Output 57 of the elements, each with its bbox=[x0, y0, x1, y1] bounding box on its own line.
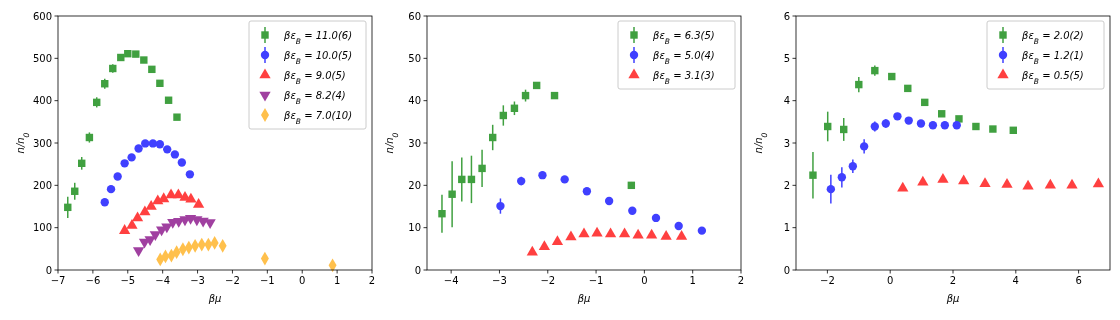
y-tick-label: 500 bbox=[32, 52, 52, 64]
x-axis-title: βμ bbox=[576, 293, 591, 304]
legend-label: βε$_{B}$ = 3.1(3) bbox=[652, 70, 715, 86]
legend-label: βε$_{B}$ = 0.5(5) bbox=[1021, 70, 1084, 86]
y-tick-label: 5 bbox=[783, 52, 790, 64]
legend-label: βε$_{B}$ = 6.3(5) bbox=[652, 30, 715, 46]
legend-label: βε$_{B}$ = 10.0(5) bbox=[283, 50, 353, 66]
y-tick-label: 20 bbox=[408, 179, 421, 191]
x-tick-label: −4 bbox=[443, 275, 459, 286]
x-tick-label: 2 bbox=[949, 275, 957, 286]
y-tick-label: 200 bbox=[32, 179, 52, 191]
x-tick-label: −3 bbox=[492, 275, 507, 286]
legend-label: βε$_{B}$ = 5.0(4) bbox=[652, 50, 715, 66]
x-tick-label: 0 bbox=[299, 275, 306, 286]
y-tick-label: 3 bbox=[783, 137, 790, 149]
x-tick-label: −2 bbox=[540, 275, 556, 286]
y-tick-label: 2 bbox=[783, 179, 790, 191]
x-tick-label: −5 bbox=[120, 275, 136, 286]
y-tick-label: 400 bbox=[32, 95, 52, 107]
legend-label: βε$_{B}$ = 7.0(10) bbox=[283, 110, 353, 126]
y-tick-label: 6 bbox=[783, 10, 790, 22]
x-tick-label: −2 bbox=[820, 275, 835, 286]
legend-label: βε$_{B}$ = 8.2(4) bbox=[283, 90, 346, 106]
x-tick-label: 1 bbox=[333, 275, 341, 286]
y-tick-label: 0 bbox=[783, 264, 790, 276]
x-tick-label: −6 bbox=[85, 275, 101, 286]
x-tick-label: 0 bbox=[887, 275, 894, 286]
y-tick-label: 50 bbox=[408, 52, 421, 64]
legend-label: βε$_{B}$ = 2.0(2) bbox=[1021, 30, 1084, 46]
x-tick-label: −4 bbox=[155, 275, 171, 286]
x-tick-label: −3 bbox=[190, 275, 205, 286]
x-tick-label: 2 bbox=[368, 275, 376, 286]
y-tick-label: 300 bbox=[32, 137, 52, 149]
legend-label: βε$_{B}$ = 9.0(5) bbox=[283, 70, 346, 86]
x-tick-label: 0 bbox=[641, 275, 648, 286]
y-tick-label: 1 bbox=[783, 222, 790, 234]
y-tick-label: 10 bbox=[408, 222, 421, 234]
x-tick-label: −1 bbox=[588, 275, 604, 286]
x-tick-label: 2 bbox=[737, 275, 745, 286]
y-tick-label: 40 bbox=[408, 95, 421, 107]
x-axis-title: βμ bbox=[207, 293, 222, 304]
x-tick-label: 6 bbox=[1075, 275, 1082, 286]
y-tick-label: 30 bbox=[408, 137, 421, 149]
legend-label: βε$_{B}$ = 1.2(1) bbox=[1021, 50, 1084, 66]
x-tick-label: −1 bbox=[259, 275, 275, 286]
y-tick-label: 60 bbox=[408, 10, 421, 22]
legend-label: βε$_{B}$ = 11.0(6) bbox=[283, 30, 353, 46]
x-axis-title: βμ bbox=[945, 293, 960, 304]
y-tick-label: 0 bbox=[45, 264, 52, 276]
x-tick-label: −2 bbox=[225, 275, 240, 286]
x-tick-label: 4 bbox=[1012, 275, 1019, 286]
y-tick-label: 600 bbox=[32, 10, 52, 22]
y-tick-label: 0 bbox=[414, 264, 421, 276]
y-tick-label: 4 bbox=[783, 95, 790, 107]
y-tick-label: 100 bbox=[32, 222, 52, 234]
x-tick-label: −7 bbox=[50, 275, 66, 286]
x-tick-label: 1 bbox=[689, 275, 696, 286]
